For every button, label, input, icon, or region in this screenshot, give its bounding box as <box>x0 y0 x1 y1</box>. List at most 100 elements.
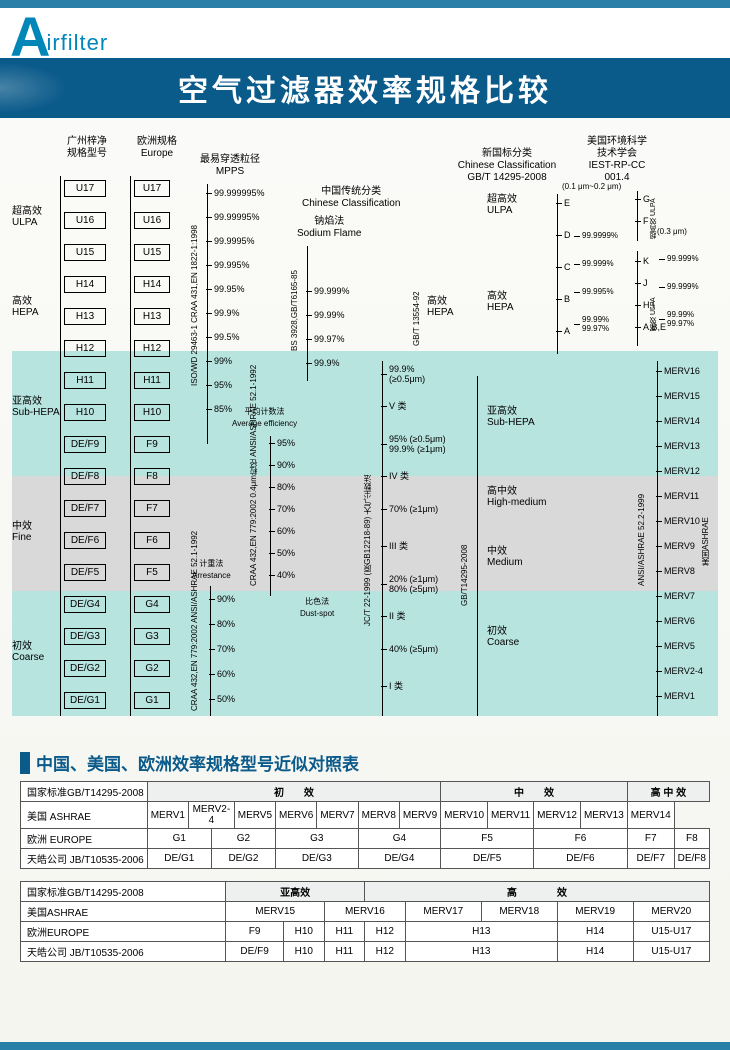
gz-row: H11 <box>64 372 106 389</box>
avg-tick: 60% <box>277 526 295 536</box>
col-new-gb: 新国标分类 Chinese Classification GB/T 14295-… <box>452 148 562 184</box>
t1-r3-head: 天皓公司 JB/T10535-2006 <box>21 849 148 869</box>
gb-std: GB/T14295-2008 <box>460 466 469 606</box>
gb-vline <box>477 376 478 716</box>
col-cn-trad-h2: Chinese Classification <box>302 198 400 210</box>
col-iest-h2: 技术学会 <box>577 148 657 160</box>
gz-row: DE/G2 <box>64 660 106 677</box>
dustspot-h: 比色法 Dust-spot <box>300 596 334 620</box>
avg-vline <box>270 436 271 596</box>
mpps-tick: 99.95% <box>214 284 245 294</box>
t1-r0-head: 国家标准GB/T14295-2008 <box>21 782 148 802</box>
table-row: 天皓公司 JB/T10535-2006 DE/G1 DE/G2 DE/G3 DE… <box>21 849 710 869</box>
cn-class-std: JC/T 22-1999 (原GB12218-89) 大气尘数法 <box>362 426 373 626</box>
col-sodium-h1: 钠焰法 <box>297 216 361 228</box>
col-eu-h2: Europe <box>137 148 177 160</box>
col-iest-h1: 美国环境科学 <box>577 136 657 148</box>
col-eu: 欧洲规格 Europe <box>137 136 177 160</box>
cn-class-tick: 20% (≥1μm) 80% (≥5μm) <box>389 574 438 594</box>
avg-tick: 80% <box>277 482 295 492</box>
sect-subhepa: 亚高效 Sub-HEPA <box>12 396 60 418</box>
avg-std: CRAA 432,EN 779:2002 0.4μm粒径 ANSI/ASHRAE… <box>248 456 259 586</box>
mpps-tick: 95% <box>214 380 232 390</box>
col-iest: 美国环境科学 技术学会 IEST-RP-CC 001.4 <box>577 136 657 184</box>
mpps-tick: 99.999995% <box>214 188 265 198</box>
gz-row: H14 <box>64 276 106 293</box>
iest-pct-r: 99.999% <box>667 282 699 291</box>
iest-range1: (0.1 μm~0.2 μm) <box>562 181 621 193</box>
mpps-vline <box>207 184 208 444</box>
table-row: 欧洲EUROPE F9 H10 H11 H12 H13 H14 U15-U17 <box>21 922 710 942</box>
merv-std: ANSI/ASHRAE 52.2-1999 <box>637 446 646 586</box>
gz-row: DE/F8 <box>64 468 106 485</box>
cn-class-tick: III 类 <box>389 539 408 552</box>
gbt13554: GB/T 13554-92 <box>412 246 421 346</box>
gz-row: DE/F6 <box>64 532 106 549</box>
iest-r1-cn: 超高效 ULPA <box>649 191 659 239</box>
eu-row: F9 <box>134 436 170 453</box>
cn-class-tick: 70% (≥1μm) <box>389 504 438 514</box>
gz-row: DE/G3 <box>64 628 106 645</box>
avg-tick: 90% <box>277 460 295 470</box>
iest-r2: A,B,E <box>643 322 666 332</box>
mpps-tick: 99% <box>214 356 232 366</box>
eu-row: H14 <box>134 276 170 293</box>
merv-tick: MERV8 <box>664 566 695 576</box>
eu-row: U17 <box>134 180 170 197</box>
merv-tick: MERV12 <box>664 466 700 476</box>
table-row: 天皓公司 JB/T10535-2006 DE/F9 H10 H11 H12 H1… <box>21 942 710 962</box>
mpps-tick: 99.99995% <box>214 212 260 222</box>
merv-cn: 美国ASHRAE <box>700 466 711 566</box>
gz-row: U15 <box>64 244 106 261</box>
iest-pct-r: 99.999% <box>667 254 699 263</box>
mpps-tick: 85% <box>214 404 232 414</box>
arr-tick: 60% <box>217 669 235 679</box>
eu-row: G1 <box>134 692 170 709</box>
mpps-std: ISO/WD 29463-1 CRAA 431,EN 1822-1:1998 <box>190 216 199 386</box>
mpps-tick: 99.5% <box>214 332 240 342</box>
gz-row: H10 <box>64 404 106 421</box>
col-mpps-h2: MPPS <box>200 166 260 178</box>
arr-vline <box>210 586 211 716</box>
eu-row: F8 <box>134 468 170 485</box>
col-new-gb-h2: Chinese Classification <box>452 160 562 172</box>
avg-eff-h: 平均计数法 Average efficiency <box>232 406 297 430</box>
iest-pct-r: 99.99% 99.97% <box>667 310 694 328</box>
eu-row: U16 <box>134 212 170 229</box>
col-gz-h2: 规格型号 <box>67 148 107 160</box>
merv-vline <box>657 361 658 716</box>
gz-row: H12 <box>64 340 106 357</box>
col-mpps: 最易穿透粒径 MPPS <box>200 154 260 178</box>
table-row: 国家标准GB/T14295-2008 初 效 中 效 高 中 效 <box>21 782 710 802</box>
logo-text: irfilter <box>46 30 108 56</box>
iest-r2: J <box>643 278 648 288</box>
iest-pct: 99.9999% <box>582 231 618 240</box>
table-row: 国家标准GB/T14295-2008 亚高效 高 效 <box>21 882 710 902</box>
gz-row: DE/F7 <box>64 500 106 517</box>
merv-tick: MERV14 <box>664 416 700 426</box>
col-new-gb-h1: 新国标分类 <box>452 148 562 160</box>
cn-class-tick: 95% (≥0.5μm) 99.9% (≥1μm) <box>389 434 446 454</box>
t1-r1-head: 美国 ASHRAE <box>21 802 148 829</box>
gz-row: DE/G1 <box>64 692 106 709</box>
iest-grade: E <box>564 198 570 208</box>
eu-row: H13 <box>134 308 170 325</box>
cn-class-tick: I 类 <box>389 679 403 692</box>
sect-coarse: 初效 Coarse <box>12 641 44 663</box>
merv-tick: MERV2-4 <box>664 666 703 676</box>
merv-tick: MERV1 <box>664 691 695 701</box>
eu-row: H11 <box>134 372 170 389</box>
gz-row: DE/F9 <box>64 436 106 453</box>
iest-range2: (0.3 μm) <box>657 226 687 238</box>
eu-vline <box>130 176 131 716</box>
table-row: 美国ASHRAE MERV15 MERV16 MERV17 MERV18 MER… <box>21 902 710 922</box>
logo-row: A irfilter <box>0 8 730 58</box>
sodium-tick: 99.99% <box>314 310 345 320</box>
iest-vline <box>557 194 558 354</box>
gz-row: H13 <box>64 308 106 325</box>
mpps-tick: 99.995% <box>214 260 250 270</box>
gb-label: 亚高效Sub-HEPA <box>487 406 535 428</box>
page: A irfilter 空气过滤器效率规格比较 广州梓净 规格型号 欧洲规格 Eu… <box>0 0 730 1050</box>
iest-grade: B <box>564 294 570 304</box>
arr-tick: 50% <box>217 694 235 704</box>
